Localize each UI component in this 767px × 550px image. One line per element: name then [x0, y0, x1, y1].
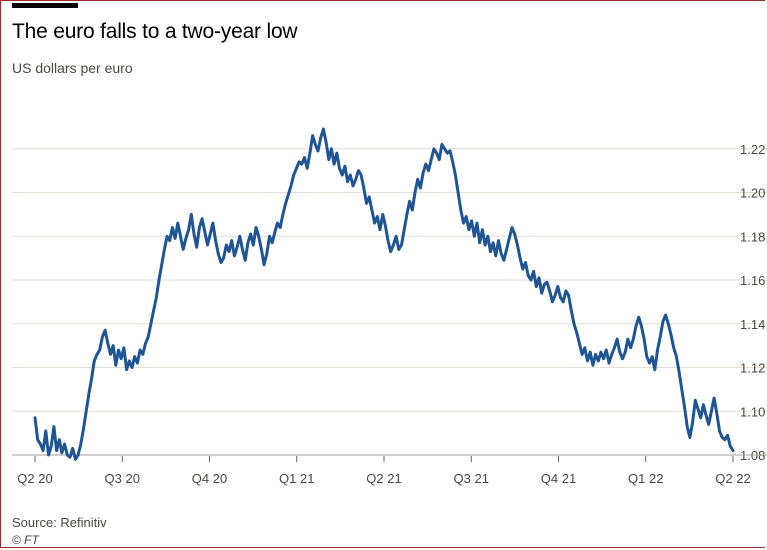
y-tick-label: 1.20 — [740, 186, 765, 201]
chart-subtitle: US dollars per euro — [12, 60, 133, 76]
x-tick-label: Q3 20 — [105, 471, 140, 486]
ft-accent-bar — [12, 3, 78, 8]
y-tick-label: 1.22 — [740, 142, 765, 157]
y-tick-label: 1.12 — [740, 361, 765, 376]
chart-title: The euro falls to a two-year low — [12, 20, 298, 43]
x-tick-label: Q1 21 — [279, 471, 314, 486]
x-tick-label: Q2 22 — [715, 471, 750, 486]
x-tick-label: Q4 20 — [192, 471, 227, 486]
x-tick-label: Q1 22 — [628, 471, 663, 486]
x-tick-label: Q3 21 — [454, 471, 489, 486]
y-tick-label: 1.10 — [740, 404, 765, 419]
y-tick-label: 1.16 — [740, 273, 765, 288]
y-tick-label: 1.14 — [740, 317, 765, 332]
x-tick-label: Q2 21 — [366, 471, 401, 486]
y-tick-label: 1.18 — [740, 229, 765, 244]
eur-usd-line — [33, 127, 735, 461]
x-tick-label: Q2 20 — [17, 471, 52, 486]
x-tick-label: Q4 21 — [541, 471, 576, 486]
ft-credit: © FT — [12, 533, 39, 547]
source-note: Source: Refinitiv — [12, 515, 107, 530]
